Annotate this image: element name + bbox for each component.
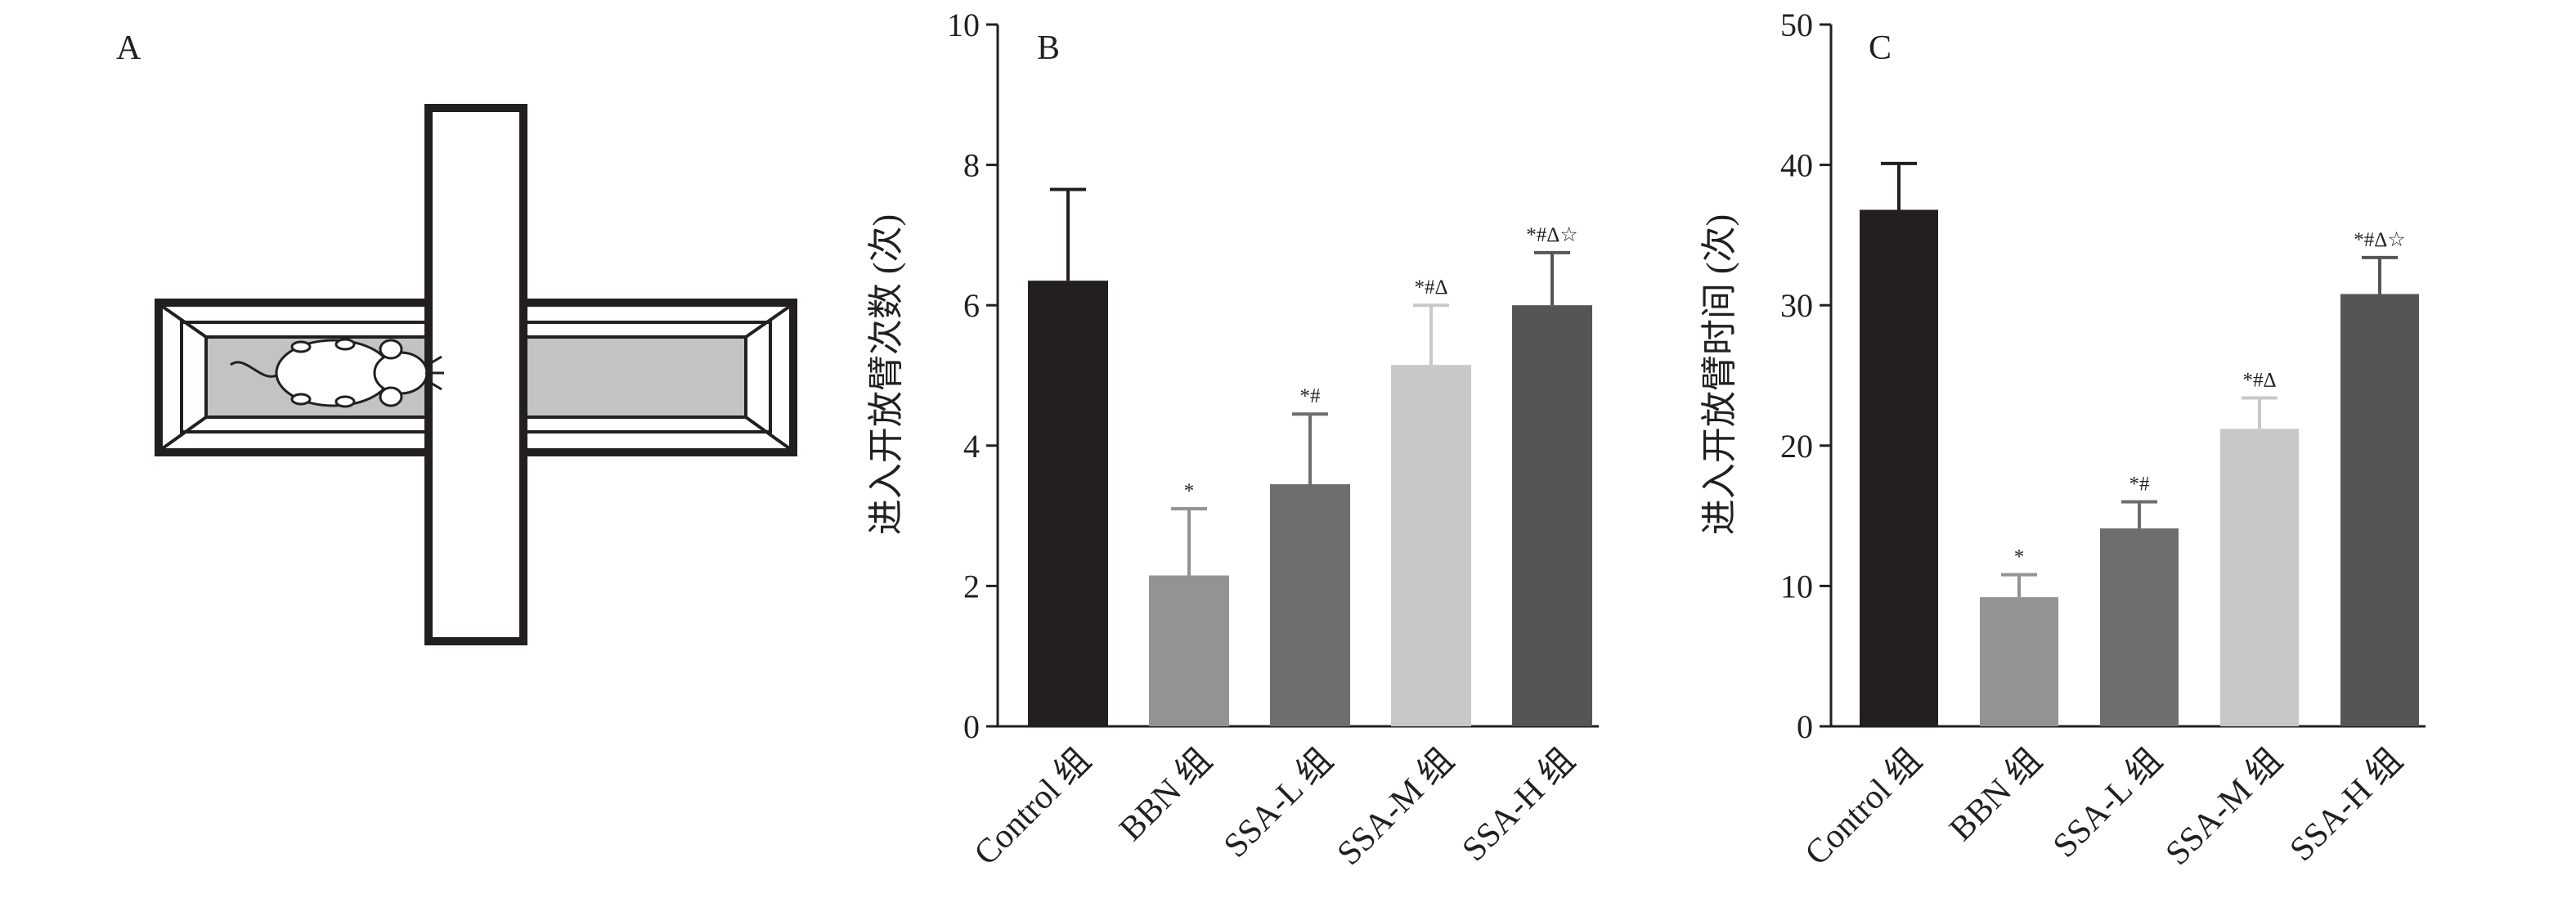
y-tick-label: 40 [1780, 147, 1813, 184]
closed-arm [424, 104, 527, 645]
error-bar-bbn [1171, 507, 1207, 576]
bar-control [1860, 209, 1938, 727]
bar-ssa-m [1391, 365, 1471, 726]
bar-ssa-l [2100, 528, 2179, 726]
chart-c: C 进入开放臂时间 (次) 0 10 20 30 40 50 * *# *#Δ *#Δ☆ Con… [1699, 7, 2426, 873]
significance-ssa-l: *# [2129, 473, 2151, 495]
chart-c-ylabel: 进入开放臂时间 (次) [1699, 214, 1739, 535]
y-tick-label: 50 [1780, 7, 1813, 43]
significance-bbn: * [2014, 546, 2025, 568]
bevel-bottom-right [744, 416, 791, 450]
error-bar-ssa-m [2242, 396, 2278, 429]
bar-ssa-h [2340, 294, 2419, 726]
y-tick-label: 20 [1780, 428, 1813, 465]
chart-b-error-bars [1050, 187, 1570, 576]
bar-ssa-h [1512, 305, 1592, 726]
bar-bbn [1980, 597, 2058, 726]
panel-b-label: B [1037, 29, 1060, 67]
category-label-control: Control 组 [967, 742, 1098, 873]
bar-bbn [1149, 575, 1229, 726]
chart-b-ylabel: 进入开放臂次数 (次) [866, 214, 906, 535]
bar-ssa-l [1270, 483, 1350, 726]
panel-c-label: C [1869, 29, 1892, 67]
chart-c-bars [1860, 209, 2419, 727]
y-tick-label: 0 [1797, 708, 1813, 745]
bar-ssa-m [2220, 429, 2299, 726]
error-bar-ssa-l [2121, 500, 2157, 529]
y-tick-label: 10 [1780, 568, 1813, 604]
error-bar-ssa-m [1413, 303, 1449, 366]
bevel-top-left [161, 305, 208, 339]
chart-b-significance: * *# *#Δ *#Δ☆ [1184, 224, 1578, 502]
chart-c-significance: * *# *#Δ *#Δ☆ [2014, 229, 2406, 568]
bevel-top-right [744, 305, 791, 339]
error-bar-ssa-l [1292, 412, 1328, 484]
chart-b-ticks: 0 2 4 6 8 10 [947, 7, 998, 745]
bar-control [1028, 281, 1108, 726]
category-label-ssa-m: SSA-M 组 [2159, 742, 2290, 873]
error-bar-ssa-h [2362, 255, 2398, 294]
category-label-ssa-l: SSA-L 组 [2046, 742, 2170, 865]
category-label-ssa-h: SSA-H 组 [1456, 742, 1582, 869]
error-bar-ssa-h [1534, 250, 1570, 306]
error-bar-control [1881, 161, 1917, 210]
significance-ssa-h: *#Δ☆ [1526, 224, 1578, 246]
error-bar-control [1050, 187, 1086, 281]
significance-bbn: * [1184, 480, 1195, 502]
y-tick-label: 2 [963, 568, 980, 604]
y-tick-label: 30 [1780, 287, 1813, 324]
category-label-ssa-l: SSA-L 组 [1217, 742, 1340, 865]
significance-ssa-m: *#Δ [1414, 276, 1447, 299]
category-label-bbn: BBN 组 [1112, 742, 1219, 849]
y-tick-label: 0 [963, 708, 980, 745]
maze-closed-arm [424, 104, 527, 645]
y-tick-label: 6 [963, 287, 980, 324]
chart-c-ticks: 0 10 20 30 40 50 [1780, 7, 1831, 745]
category-label-ssa-h: SSA-H 组 [2283, 742, 2410, 869]
panel-a-label: A [116, 29, 141, 67]
category-label-control: Control 组 [1798, 742, 1929, 873]
chart-c-error-bars [1881, 161, 2398, 598]
y-tick-label: 8 [963, 147, 980, 184]
y-tick-label: 10 [947, 7, 980, 43]
chart-b: B 进入开放臂次数 (次) 0 2 4 6 8 10 * *# *#Δ *#Δ☆ Control… [866, 7, 1599, 873]
category-label-ssa-m: SSA-M 组 [1331, 742, 1461, 873]
significance-ssa-l: *# [1300, 385, 1322, 407]
chart-b-bars [1028, 281, 1592, 726]
mouse-icon [230, 338, 444, 408]
error-bar-bbn [2001, 573, 2037, 598]
elevated-plus-maze-diagram [155, 104, 797, 645]
category-label-bbn: BBN 组 [1942, 742, 2049, 849]
bevel-bottom-left [161, 416, 208, 450]
significance-ssa-h: *#Δ☆ [2354, 229, 2406, 251]
y-tick-label: 4 [963, 428, 980, 465]
significance-ssa-m: *#Δ [2242, 369, 2276, 391]
